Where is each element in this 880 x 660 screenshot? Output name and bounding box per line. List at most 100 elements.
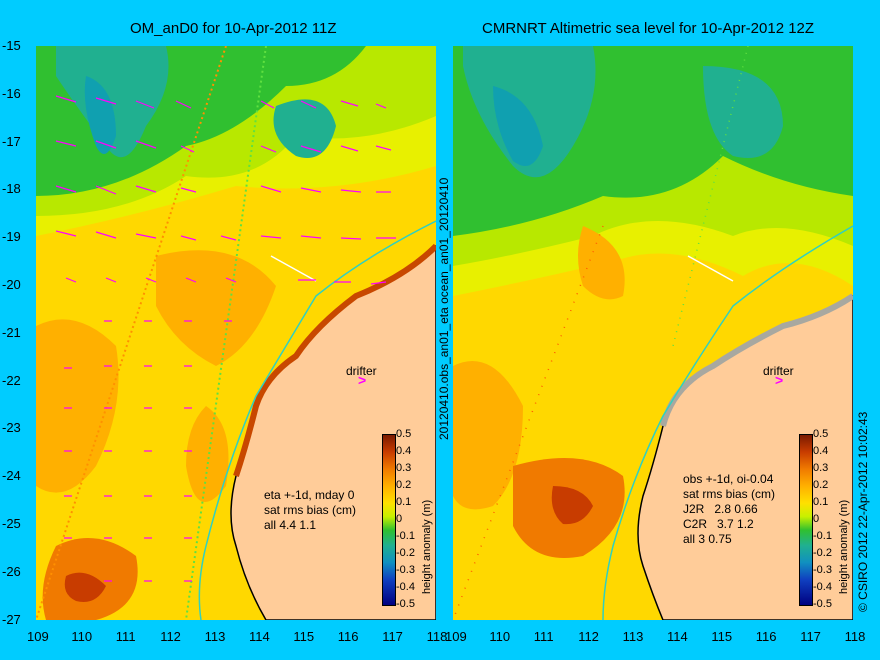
colorbar-tick-label: -0.2 [396, 547, 415, 559]
sat-track-1 [672, 46, 749, 347]
x-tick-label: 113 [622, 629, 644, 644]
x-tick-label: 112 [160, 629, 181, 644]
y-tick-label: -21 [2, 324, 21, 340]
colorbar-tick-label: -0.1 [813, 530, 832, 542]
right-drifter-label: drifter [763, 364, 794, 378]
colorbar-tick-label: -0.4 [396, 581, 415, 593]
teal-east-region [703, 66, 783, 158]
x-tick-label: 109 [445, 629, 467, 644]
y-tick-label: -23 [2, 420, 21, 436]
coastal-orange-band [233, 243, 436, 477]
left-map-title: OM_anD0 for 10-Apr-2012 11Z [130, 20, 337, 37]
sidebar-copyright-label: © CSIRO 2012 22-Apr-2012 10:02:43 [856, 411, 870, 612]
teal-region [56, 46, 169, 158]
x-tick-label: 113 [204, 629, 226, 644]
orange-north [578, 226, 625, 300]
deep-teal-region [493, 86, 543, 166]
x-tick-label: 111 [533, 629, 554, 644]
x-tick-label: 116 [755, 629, 777, 644]
orange-west [453, 361, 523, 510]
colorbar-tick-label: 0.5 [813, 428, 829, 440]
colorbar-tick-label: -0.5 [396, 598, 415, 610]
y-tick-label: -26 [2, 563, 21, 579]
right-map-title: CMRNRT Altimetric sea level for 10-Apr-2… [482, 20, 815, 37]
left-drifter-arrow-icon: > [358, 372, 367, 388]
left-info-line3: all 4.4 1.1 [264, 518, 317, 532]
white-transect [270, 255, 317, 282]
right-info-line4: C2R 3.7 1.2 [683, 517, 754, 531]
left-info-line1: eta +-1d, mday 0 [264, 488, 355, 502]
left-info-box: eta +-1d, mday 0 sat rms bias (cm) all 4… [264, 488, 356, 533]
sat-track-2 [36, 46, 227, 620]
orange-west [36, 319, 119, 493]
teal-east-region [273, 99, 336, 158]
right-map-svg [453, 46, 853, 620]
orange-south [186, 406, 229, 502]
y-tick-label: -20 [2, 277, 21, 292]
x-tick-label: 116 [337, 629, 359, 644]
y-tick-label: -18 [2, 181, 21, 197]
x-tick-label: 109 [27, 629, 49, 644]
right-info-line1: obs +-1d, oi-0.04 [683, 472, 774, 486]
colorbar-tick-label: 0.4 [813, 445, 829, 457]
sat-track-1 [185, 46, 267, 620]
colorbar-tick-label: 0.2 [813, 479, 829, 491]
x-tick-label: 111 [115, 629, 136, 644]
right-drifter-arrow-icon: > [775, 372, 784, 388]
colorbar-tick-label: 0.4 [396, 445, 412, 457]
left-colorbar [382, 434, 396, 606]
colorbar-tick-label: 0.1 [813, 496, 829, 508]
colorbar-tick-label: -0.3 [813, 564, 832, 576]
orange-central [156, 250, 276, 366]
right-info-line3: J2R 2.8 0.66 [683, 502, 758, 516]
x-tick-label: 110 [489, 629, 511, 644]
colorbar-tick-label: 0.2 [396, 479, 412, 491]
y-tick-label: -17 [2, 133, 21, 149]
white-transect [687, 255, 734, 282]
colorbar-tick-label: 0.1 [396, 496, 412, 508]
bathymetry-line [602, 225, 853, 620]
x-tick-label: 115 [293, 629, 315, 644]
colorbar-tick-label: 0 [396, 513, 403, 525]
x-tick-label: 117 [382, 629, 403, 644]
left-info-line2: sat rms bias (cm) [264, 503, 357, 517]
colorbar-tick-label: 0.3 [396, 462, 412, 474]
colorbar-tick-label: 0.3 [813, 462, 829, 474]
x-tick-label: 112 [578, 629, 599, 644]
x-tick-label: 118 [426, 629, 448, 644]
colorbar-tick-label: -0.5 [813, 598, 832, 610]
deep-teal-region [84, 76, 116, 154]
right-info-box: obs +-1d, oi-0.04 sat rms bias (cm) J2R … [683, 472, 775, 547]
y-tick-label: -19 [2, 229, 21, 245]
right-info-line5: all 3 0.75 [683, 532, 732, 546]
sidebar-file-label: 20120410.obs_an01_eta ocean_an01_2012041… [437, 177, 451, 440]
right-colorbar [799, 434, 813, 606]
x-tick-label: 118 [844, 629, 866, 644]
y-tick-label: -24 [2, 468, 21, 484]
x-tick-label: 110 [71, 629, 93, 644]
y-tick-label: -16 [2, 85, 21, 101]
right-map-panel: obs +-1d, oi-0.04 sat rms bias (cm) J2R … [453, 46, 853, 620]
right-colorbar-title: height anomaly (m) [838, 499, 850, 594]
y-tick-label: -22 [2, 372, 21, 388]
x-tick-label: 114 [667, 629, 688, 644]
right-info-line2: sat rms bias (cm) [683, 487, 776, 501]
current-arrows [55, 95, 396, 582]
bathymetry-line [198, 220, 436, 620]
left-drifter-label: drifter [346, 364, 377, 378]
colorbar-tick-label: -0.2 [813, 547, 832, 559]
colorbar-tick-label: 0 [813, 513, 820, 525]
y-tick-label: -27 [2, 611, 21, 627]
x-tick-label: 114 [249, 629, 270, 644]
x-tick-label: 115 [711, 629, 733, 644]
left-map-panel: eta +-1d, mday 0 sat rms bias (cm) all 4… [36, 46, 436, 620]
colorbar-tick-label: 0.5 [396, 428, 412, 440]
y-tick-label: -15 [2, 38, 21, 53]
sat-track-2 [453, 225, 604, 620]
red-sw [64, 572, 106, 602]
colorbar-tick-label: -0.1 [396, 530, 415, 542]
left-colorbar-title: height anomaly (m) [421, 499, 433, 594]
left-map-svg [36, 46, 436, 620]
x-tick-label: 117 [800, 629, 821, 644]
coastal-grey-band [660, 293, 853, 427]
